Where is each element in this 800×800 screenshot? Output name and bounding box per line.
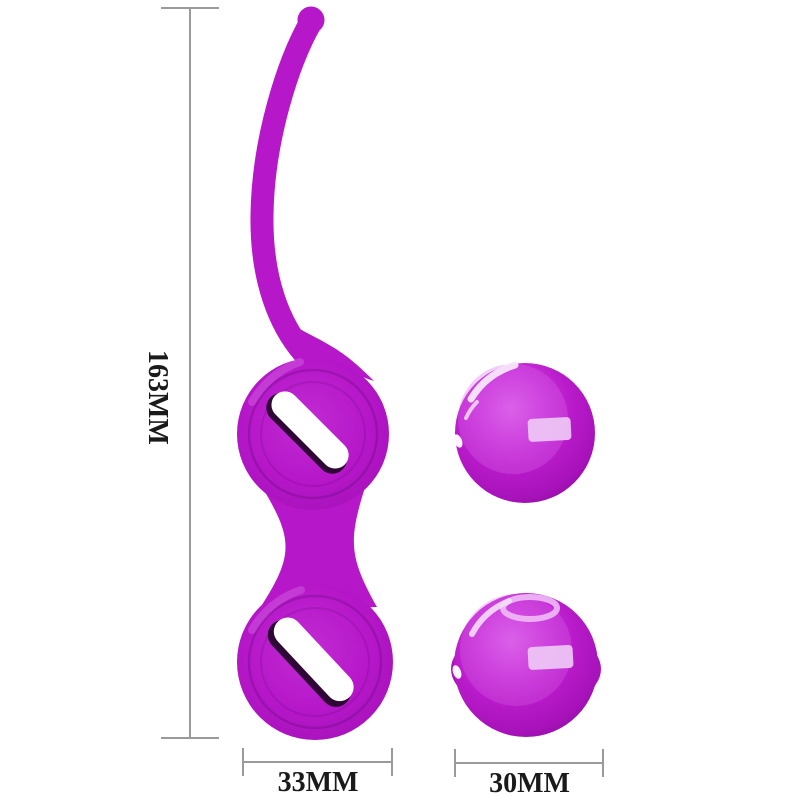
ball-streak-highlight [467,361,519,403]
height-dimension-label: 163MM [142,350,173,445]
ball-edge-speck [452,665,462,679]
device-width-dimension-line [243,761,393,763]
device-upper-slot [266,391,349,474]
ball-window-highlight [527,645,574,670]
ball-streak-highlight [469,598,512,637]
device-lower-ball-sheen [248,586,305,634]
height-dimension-cap-top [161,7,219,9]
device-width-dimension-cap-left [242,748,244,776]
ball-body [455,363,595,503]
device-upper-ball-ridge-outer [247,368,379,500]
ball-window-highlight [527,417,572,442]
height-dimension-line [189,8,191,738]
retrieval-cord [250,10,329,380]
ball-diameter-dimension-label: 30MM [489,768,570,799]
device-lower-ball-ridge-inner [260,607,370,717]
ball-diameter-dimension-cap-right [602,749,604,777]
device-neck [258,481,377,611]
device-lower-ball-ridge-outer [247,594,383,730]
ball-edge-speck [453,434,463,448]
ball-gloss-disc [460,594,572,706]
ball-gloss-disc [458,364,568,474]
kegel-device [237,6,393,740]
device-lower-slot [267,617,354,707]
ball-streak-highlight-small [464,400,479,420]
height-dimension-cap-bottom [161,737,219,739]
slot-opening [271,391,349,469]
ball-diameter-dimension-cap-left [454,749,456,777]
loose-ball-top [453,361,595,503]
cord-ball-junction [286,316,374,381]
device-upper-ball-sheen [248,358,304,406]
device-width-dimension-cap-right [391,748,393,776]
ball-top-ring-highlight [500,594,560,622]
slot-opening [273,617,354,702]
loose-ball-bottom [451,593,601,737]
ball-body [454,593,598,737]
ball-diameter-dimension-line [455,762,604,764]
device-width-dimension-label: 33MM [277,767,359,798]
device-upper-ball-ridge-inner [260,381,366,487]
